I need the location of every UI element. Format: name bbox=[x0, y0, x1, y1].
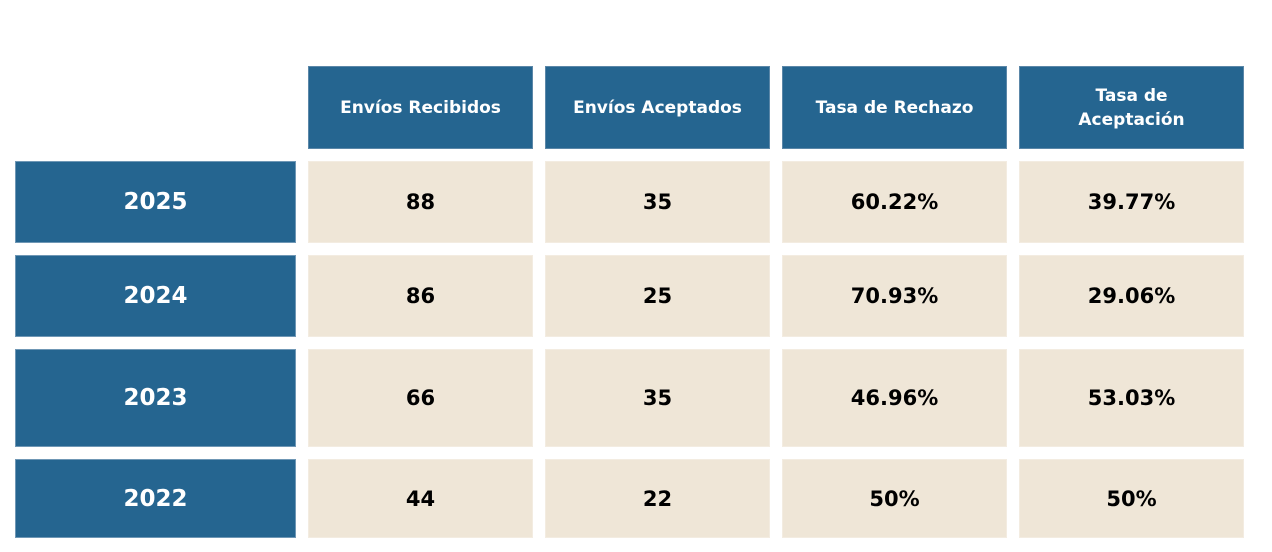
rechazo-cell: 60.22% bbox=[782, 161, 1007, 243]
value: 46.96% bbox=[850, 386, 939, 410]
value: 25 bbox=[642, 284, 673, 308]
header-envios-aceptados: Envíos Aceptados bbox=[545, 66, 770, 149]
value: 29.06% bbox=[1087, 284, 1176, 308]
year-label: 2023 bbox=[123, 385, 188, 411]
header-label-line2: Aceptación bbox=[1078, 109, 1185, 130]
year-cell: 2023 bbox=[15, 349, 296, 447]
rechazo-cell: 46.96% bbox=[782, 349, 1007, 447]
value: 35 bbox=[642, 190, 673, 214]
aceptados-cell: 35 bbox=[545, 349, 770, 447]
aceptacion-cell: 53.03% bbox=[1019, 349, 1244, 447]
aceptados-cell: 22 bbox=[545, 459, 770, 538]
value: 35 bbox=[642, 386, 673, 410]
header-label: Envíos Aceptados bbox=[573, 97, 742, 118]
aceptados-cell: 25 bbox=[545, 255, 770, 337]
year-label: 2022 bbox=[123, 485, 188, 512]
recibidos-cell: 66 bbox=[308, 349, 533, 447]
value: 88 bbox=[405, 190, 436, 214]
rechazo-cell: 50% bbox=[782, 459, 1007, 538]
aceptacion-cell: 50% bbox=[1019, 459, 1244, 538]
header-label-line1: Tasa de bbox=[1095, 85, 1168, 106]
value: 60.22% bbox=[850, 190, 939, 214]
value: 22 bbox=[642, 486, 673, 511]
rechazo-cell: 70.93% bbox=[782, 255, 1007, 337]
value: 86 bbox=[405, 284, 436, 308]
recibidos-cell: 88 bbox=[308, 161, 533, 243]
aceptacion-cell: 39.77% bbox=[1019, 161, 1244, 243]
value: 66 bbox=[405, 386, 436, 410]
value: 53.03% bbox=[1087, 386, 1176, 410]
header-envios-recibidos: Envíos Recibidos bbox=[308, 66, 533, 149]
aceptados-cell: 35 bbox=[545, 161, 770, 243]
header-label: Tasa de Rechazo bbox=[815, 97, 974, 118]
aceptacion-cell: 29.06% bbox=[1019, 255, 1244, 337]
value: 50% bbox=[869, 486, 920, 511]
header-tasa-aceptacion: Tasa de Aceptación bbox=[1019, 66, 1244, 149]
recibidos-cell: 44 bbox=[308, 459, 533, 538]
value: 70.93% bbox=[850, 284, 939, 308]
recibidos-cell: 86 bbox=[308, 255, 533, 337]
value: 44 bbox=[405, 486, 436, 511]
year-cell: 2024 bbox=[15, 255, 296, 337]
year-cell: 2025 bbox=[15, 161, 296, 243]
header-tasa-rechazo: Tasa de Rechazo bbox=[782, 66, 1007, 149]
year-label: 2025 bbox=[123, 189, 188, 215]
year-label: 2024 bbox=[123, 283, 188, 309]
year-cell: 2022 bbox=[15, 459, 296, 538]
value: 39.77% bbox=[1087, 190, 1176, 214]
value: 50% bbox=[1106, 486, 1157, 511]
header-label: Envíos Recibidos bbox=[340, 97, 501, 118]
